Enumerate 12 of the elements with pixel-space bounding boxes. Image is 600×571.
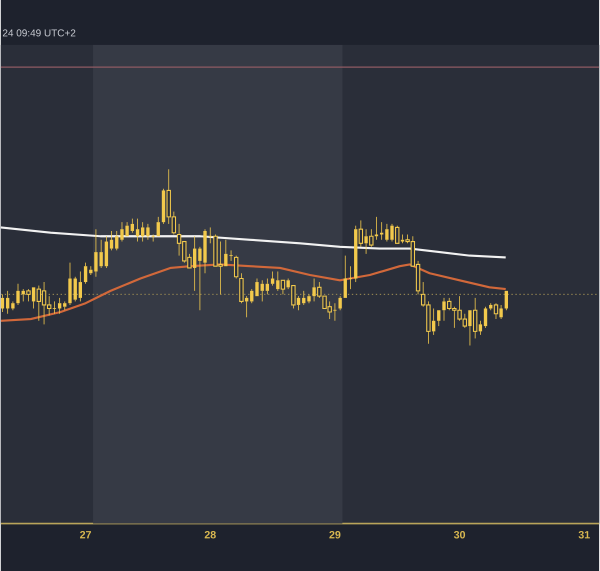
candlestick — [120, 222, 124, 242]
candlestick — [228, 250, 234, 262]
candlestick — [0, 294, 4, 312]
x-tick-label: 29 — [329, 530, 340, 538]
x-tick-label: 30 — [454, 530, 466, 538]
x-tick-label: 28 — [204, 530, 216, 538]
candlestick — [348, 266, 353, 290]
candlestick — [84, 262, 88, 284]
x-tick-label: 27 — [80, 530, 92, 538]
text: 24 09:49 UTC+2 — [2, 29, 76, 36]
x-tick-label: 31 — [578, 530, 590, 538]
candlestick — [307, 294, 311, 304]
